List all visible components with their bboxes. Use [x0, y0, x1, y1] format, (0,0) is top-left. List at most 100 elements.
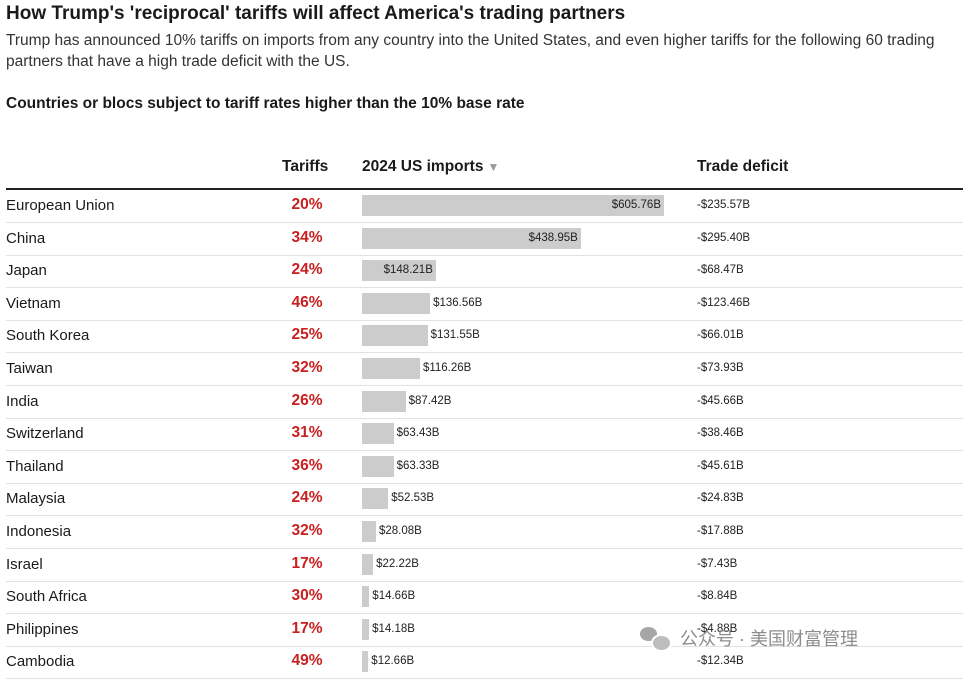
country-name: India	[6, 392, 39, 410]
column-header-imports[interactable]: 2024 US imports ▼	[362, 158, 499, 176]
imports-bar	[362, 586, 370, 608]
trade-deficit-value: -$17.88B	[697, 525, 744, 537]
imports-value-label: $52.53B	[391, 492, 435, 505]
trade-deficit-value: -$4.88B	[697, 622, 738, 635]
column-header-tariffs-label: Tariffs	[282, 158, 329, 175]
country-name: Switzerland	[6, 425, 84, 443]
trade-deficit-value: -$24.83B	[697, 492, 744, 505]
imports-bar	[362, 521, 376, 542]
tariff-rate: 46%	[291, 293, 323, 311]
imports-bar	[362, 423, 394, 445]
imports-value-label: $438.95B	[528, 231, 578, 244]
imports-value-label: $14.66B	[372, 590, 416, 603]
column-header-imports-label: 2024 US imports	[362, 158, 484, 175]
tariff-rate: 24%	[291, 489, 323, 507]
table-row: Malaysia 24% $52.53B -$24.83B	[6, 483, 963, 517]
imports-value-label: $605.76B	[611, 199, 661, 211]
table-row: European Union 20% $605.76B -$235.57B	[6, 190, 963, 223]
table-row: Indonesia 32% $28.08B -$17.88B	[6, 516, 963, 549]
country-name: Israel	[6, 555, 43, 573]
section-heading: Countries or blocs subject to tariff rat…	[6, 95, 525, 112]
trade-deficit-value: -$66.01B	[697, 329, 744, 342]
page-title: How Trump's 'reciprocal' tariffs will af…	[6, 3, 626, 24]
trade-deficit-value: -$235.57B	[697, 199, 751, 211]
country-name: Malaysia	[6, 490, 66, 508]
tariff-rate: 32%	[291, 522, 323, 539]
imports-value-label: $22.22B	[376, 557, 419, 570]
table-row: Thailand 36% $63.33B -$45.61B	[6, 451, 963, 484]
imports-bar	[362, 292, 431, 314]
country-name: Japan	[6, 262, 47, 280]
imports-bar	[362, 553, 374, 575]
country-name: Thailand	[6, 457, 64, 475]
imports-value-label: $136.56B	[433, 296, 483, 309]
tariff-rate: 17%	[291, 619, 323, 637]
tariff-rate: 20%	[291, 196, 323, 213]
country-name: Indonesia	[6, 523, 72, 540]
imports-bar	[362, 195, 664, 216]
header-divider	[6, 188, 963, 190]
imports-value-label: $28.08B	[378, 525, 422, 537]
trade-deficit-value: -$73.93B	[697, 362, 744, 374]
imports-value-label: $87.42B	[408, 394, 452, 407]
imports-bar	[362, 488, 389, 510]
table-row: Israel 17% $22.22B -$7.43B	[6, 549, 963, 582]
trade-deficit-value: -$45.61B	[697, 459, 744, 472]
country-name: Cambodia	[6, 653, 75, 671]
imports-value-label: $12.66B	[371, 655, 415, 668]
table-row: South Africa 30% $14.66B -$8.84B	[6, 581, 963, 615]
trade-deficit-value: -$295.40B	[697, 231, 751, 244]
imports-bar	[362, 651, 369, 673]
country-name: European Union	[6, 197, 115, 214]
page-subtitle: Trump has announced 10% tariffs on impor…	[6, 32, 935, 70]
country-name: Philippines	[6, 620, 79, 638]
column-header-tariffs[interactable]: Tariffs	[282, 158, 328, 176]
tariff-rate: 24%	[291, 261, 323, 279]
trade-deficit-value: -$45.66B	[697, 394, 744, 407]
tariff-rate: 25%	[291, 326, 323, 344]
table-row: Taiwan 32% $116.26B -$73.93B	[6, 353, 963, 386]
tariff-rate: 49%	[291, 652, 323, 670]
wechat-icon	[640, 625, 672, 652]
table-row: South Korea 25% $131.55B -$66.01B	[6, 320, 963, 354]
trade-deficit-value: -$8.84B	[697, 590, 738, 603]
imports-bar	[362, 618, 370, 640]
column-header-deficit-label: Trade deficit	[697, 158, 789, 175]
imports-value-label: $116.26B	[422, 362, 472, 374]
country-name: China	[6, 229, 46, 247]
imports-bar	[362, 455, 394, 477]
column-header-deficit[interactable]: Trade deficit	[697, 158, 788, 176]
tariff-rate: 30%	[291, 587, 323, 605]
imports-value-label: $63.43B	[396, 427, 440, 440]
tariff-rate: 31%	[291, 424, 323, 442]
tariff-rate: 17%	[291, 554, 323, 572]
country-name: Vietnam	[6, 294, 61, 312]
tariff-rate: 32%	[291, 359, 323, 376]
tariff-rate: 34%	[291, 228, 323, 246]
imports-bar	[362, 227, 581, 249]
trade-deficit-value: -$38.46B	[697, 427, 744, 440]
trade-deficit-value: -$68.47B	[697, 264, 744, 277]
imports-bar	[362, 390, 406, 412]
trade-deficit-value: -$123.46B	[697, 296, 751, 309]
table-row: Switzerland 31% $63.43B -$38.46B	[6, 418, 963, 452]
country-name: Taiwan	[6, 360, 53, 377]
tariff-rate: 36%	[291, 456, 323, 474]
country-name: South Africa	[6, 588, 87, 606]
imports-bar	[362, 358, 420, 379]
table-row: China 34% $438.95B -$295.40B	[6, 223, 963, 256]
table-row: Vietnam 46% $136.56B -$123.46B	[6, 288, 963, 321]
imports-value-label: $131.55B	[430, 329, 480, 342]
trade-deficit-value: -$7.43B	[697, 557, 738, 570]
table-row: India 26% $87.42B -$45.66B	[6, 386, 963, 419]
imports-value-label: $63.33B	[396, 459, 440, 472]
country-name: South Korea	[6, 327, 90, 345]
imports-bar	[362, 260, 436, 282]
imports-bar	[362, 325, 428, 347]
watermark: 公众号 · 美国财富管理	[640, 624, 858, 652]
table-row: Japan 24% $148.21B -$68.47B	[6, 255, 963, 289]
watermark-text: 公众号 · 美国财富管理	[680, 629, 858, 649]
imports-value-label: $148.21B	[383, 264, 433, 277]
imports-value-label: $14.18B	[372, 622, 415, 635]
sort-down-arrow-icon[interactable]: ▼	[487, 160, 500, 174]
